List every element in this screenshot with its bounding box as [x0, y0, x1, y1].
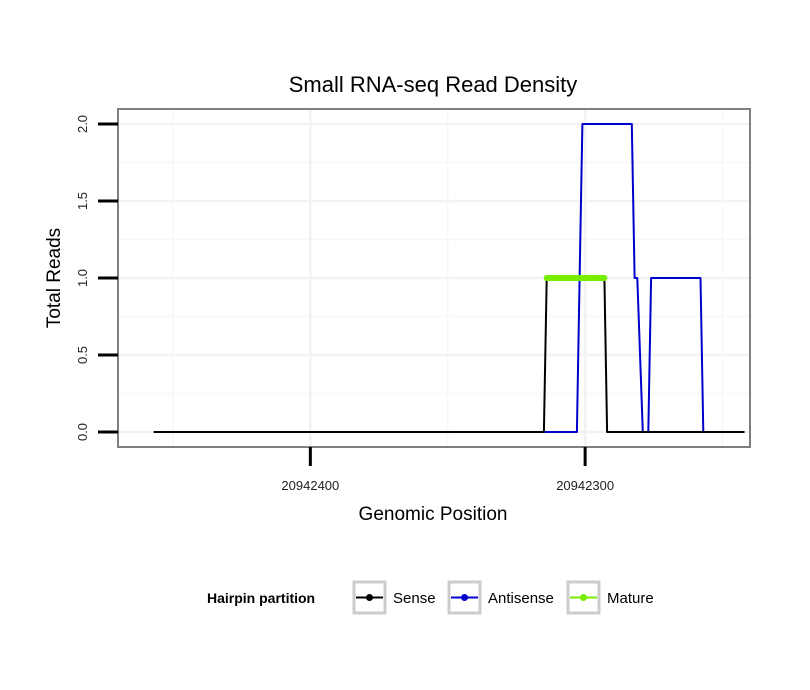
legend-key-dot	[366, 594, 373, 601]
chart-title: Small RNA-seq Read Density	[289, 72, 578, 97]
x-tick-label: 20942300	[556, 478, 614, 493]
x-axis-label: Genomic Position	[359, 504, 508, 525]
legend-label-sense: Sense	[393, 590, 436, 607]
legend: Hairpin partition Sense Antisense Mature	[207, 580, 654, 615]
y-tick-label: 0.5	[75, 346, 90, 364]
y-tick-label: 1.0	[75, 269, 90, 287]
y-axis: 0.0 0.5 1.0 1.5 2.0	[75, 115, 118, 441]
legend-label-antisense: Antisense	[488, 590, 554, 607]
y-tick-label: 1.5	[75, 192, 90, 210]
legend-label-mature: Mature	[607, 590, 654, 607]
legend-title: Hairpin partition	[207, 590, 315, 606]
y-tick-label: 0.0	[75, 423, 90, 441]
series-layer	[153, 123, 745, 433]
legend-key-dot	[580, 594, 587, 601]
legend-key-dot	[461, 594, 468, 601]
x-axis: 20942400 20942300	[281, 447, 614, 493]
y-axis-label: Total Reads	[44, 228, 65, 328]
x-tick-label: 20942400	[281, 478, 339, 493]
y-tick-label: 2.0	[75, 115, 90, 133]
